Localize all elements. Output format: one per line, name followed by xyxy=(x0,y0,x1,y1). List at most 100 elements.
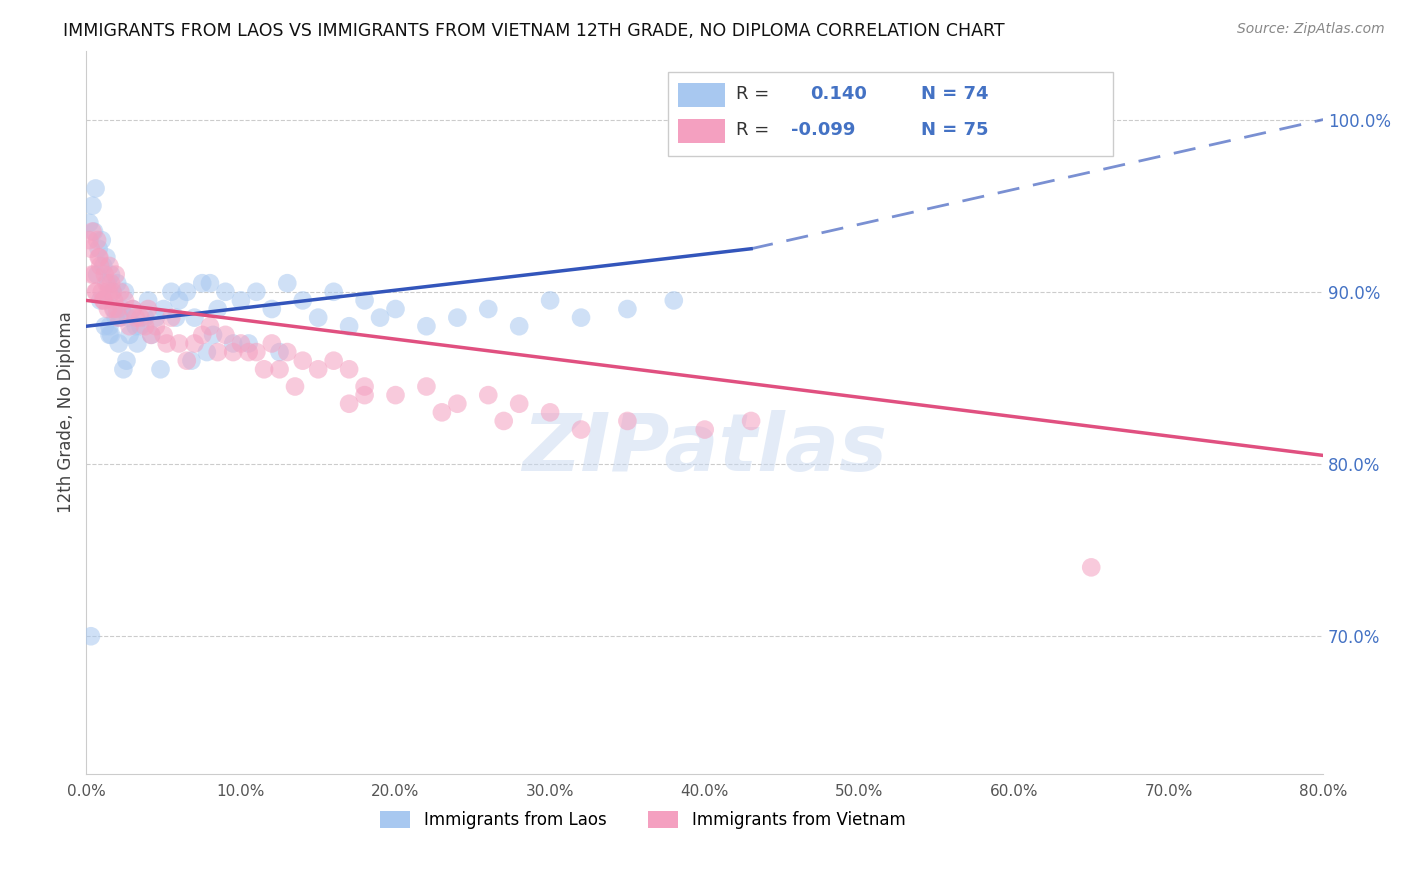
Point xyxy=(276,345,298,359)
Point xyxy=(152,301,174,316)
Point xyxy=(276,276,298,290)
Point xyxy=(89,259,111,273)
Point xyxy=(160,285,183,299)
Point xyxy=(291,293,314,308)
Point xyxy=(87,251,110,265)
Point xyxy=(104,268,127,282)
Point xyxy=(79,216,101,230)
Point xyxy=(238,336,260,351)
FancyBboxPatch shape xyxy=(668,72,1114,155)
Point xyxy=(115,353,138,368)
Point xyxy=(253,362,276,376)
Point xyxy=(129,319,152,334)
Point xyxy=(740,414,762,428)
Point xyxy=(307,310,329,325)
Bar xyxy=(678,83,724,107)
Point xyxy=(100,268,122,282)
Point xyxy=(337,362,360,376)
Text: -0.099: -0.099 xyxy=(792,121,856,139)
Point xyxy=(260,336,283,351)
Point xyxy=(82,199,104,213)
Point xyxy=(141,327,163,342)
Point xyxy=(89,251,111,265)
Point xyxy=(121,301,143,316)
Point xyxy=(96,251,118,265)
Point xyxy=(245,345,267,359)
Text: ZIPatlas: ZIPatlas xyxy=(522,409,887,488)
Point xyxy=(384,301,406,316)
Point xyxy=(96,276,118,290)
Point xyxy=(86,285,108,299)
Point xyxy=(118,319,141,334)
Point xyxy=(90,233,112,247)
Point xyxy=(368,310,391,325)
Point xyxy=(195,345,218,359)
Point xyxy=(446,310,468,325)
Point xyxy=(110,310,132,325)
Point xyxy=(101,285,124,299)
Point xyxy=(136,301,159,316)
Point xyxy=(353,379,375,393)
Point xyxy=(121,301,143,316)
Point xyxy=(94,319,117,334)
Text: N = 75: N = 75 xyxy=(921,121,988,139)
Point xyxy=(229,336,252,351)
Point xyxy=(165,310,187,325)
Point xyxy=(477,301,499,316)
Point xyxy=(176,285,198,299)
Point xyxy=(269,345,291,359)
Point xyxy=(191,276,214,290)
Point xyxy=(98,259,121,273)
Point xyxy=(183,310,205,325)
Point xyxy=(103,301,125,316)
Point xyxy=(1080,560,1102,574)
Point xyxy=(110,285,132,299)
Point xyxy=(569,423,592,437)
Point xyxy=(415,379,437,393)
Point xyxy=(156,336,179,351)
Point xyxy=(86,233,108,247)
Point xyxy=(322,285,344,299)
Point xyxy=(260,301,283,316)
Point xyxy=(207,345,229,359)
Point xyxy=(80,629,103,643)
Point xyxy=(477,388,499,402)
Point xyxy=(118,327,141,342)
Point xyxy=(97,276,120,290)
Point xyxy=(202,327,225,342)
Point xyxy=(134,319,156,334)
Point xyxy=(229,293,252,308)
Point xyxy=(103,293,125,308)
Point xyxy=(86,268,108,282)
Point xyxy=(337,397,360,411)
Text: Source: ZipAtlas.com: Source: ZipAtlas.com xyxy=(1237,22,1385,37)
Point xyxy=(107,336,129,351)
Point xyxy=(97,301,120,316)
Point xyxy=(152,327,174,342)
Point xyxy=(98,319,121,334)
Point xyxy=(214,285,236,299)
Point xyxy=(105,276,128,290)
Point xyxy=(107,310,129,325)
Text: IMMIGRANTS FROM LAOS VS IMMIGRANTS FROM VIETNAM 12TH GRADE, NO DIPLOMA CORRELATI: IMMIGRANTS FROM LAOS VS IMMIGRANTS FROM … xyxy=(63,22,1005,40)
Point xyxy=(84,285,107,299)
Point xyxy=(125,310,148,325)
Text: N = 74: N = 74 xyxy=(921,85,988,103)
Point xyxy=(145,310,167,325)
Point xyxy=(80,268,103,282)
Point xyxy=(616,414,638,428)
Point xyxy=(79,233,101,247)
Point xyxy=(129,310,152,325)
Point xyxy=(89,293,111,308)
Point xyxy=(167,293,190,308)
Point xyxy=(191,327,214,342)
Bar xyxy=(678,120,724,144)
Point xyxy=(136,293,159,308)
Point xyxy=(492,414,515,428)
Point xyxy=(125,319,148,334)
Point xyxy=(198,276,221,290)
Point xyxy=(160,310,183,325)
Legend: Immigrants from Laos, Immigrants from Vietnam: Immigrants from Laos, Immigrants from Vi… xyxy=(374,804,912,836)
Text: R =: R = xyxy=(735,121,769,139)
Point xyxy=(508,319,530,334)
